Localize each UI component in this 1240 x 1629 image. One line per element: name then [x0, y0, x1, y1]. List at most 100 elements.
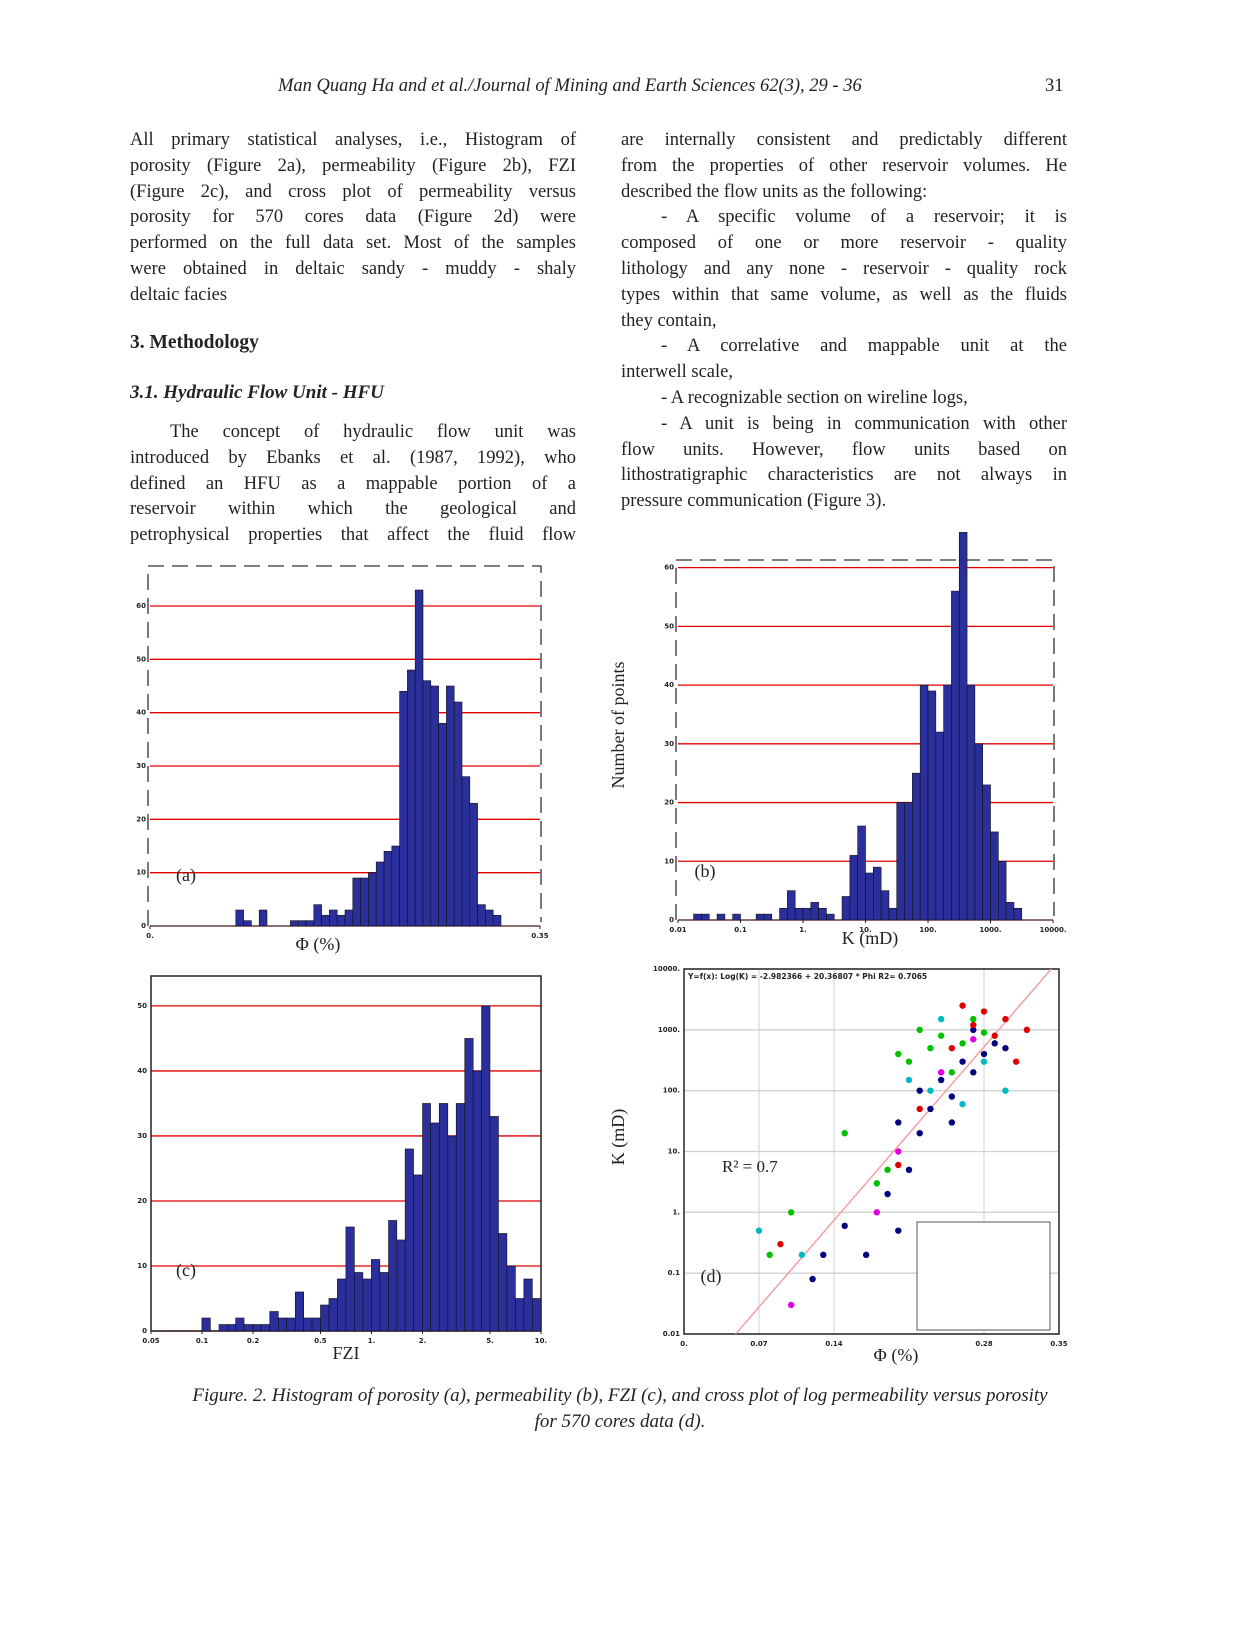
- point: [937, 1069, 945, 1076]
- text-line: lithology and any none - reservoir - qua…: [621, 259, 1067, 279]
- bar: [407, 669, 416, 927]
- bar: [506, 1265, 516, 1332]
- text-line: introduced by Ebanks et al. (1987, 1992)…: [130, 447, 576, 468]
- point: [948, 1044, 956, 1052]
- point: [916, 1129, 923, 1137]
- x-tick-label: 0.5: [314, 1337, 327, 1345]
- bar: [258, 909, 268, 927]
- x-tick-label: 1.: [368, 1337, 376, 1345]
- bar: [362, 1278, 372, 1332]
- point: [895, 1148, 902, 1155]
- point: [798, 1251, 806, 1259]
- y-tick-label: 10: [664, 857, 674, 865]
- bar: [455, 1103, 466, 1332]
- text-line: were obtained in deltaic sandy - muddy -…: [130, 259, 576, 279]
- x-tick-label: 0.35: [531, 932, 548, 940]
- bar: [345, 1226, 355, 1332]
- y-tick-label: 50: [136, 655, 146, 663]
- x-tick-label: 10.: [859, 926, 871, 934]
- point: [980, 1008, 988, 1015]
- point: [948, 1119, 956, 1126]
- point: [916, 1105, 923, 1113]
- point: [937, 1015, 945, 1023]
- y-tick-label: 30: [137, 1132, 147, 1140]
- bar: [329, 909, 338, 927]
- x-tick-label: 0.2: [247, 1337, 260, 1345]
- bar: [297, 920, 307, 927]
- bar: [787, 890, 796, 921]
- bar: [305, 920, 315, 927]
- bar: [469, 803, 478, 927]
- bar: [716, 913, 726, 921]
- y-tick-label: 40: [136, 709, 146, 717]
- bar: [998, 860, 1007, 921]
- x-tick-label: 0.1: [196, 1337, 209, 1345]
- bar: [201, 1317, 211, 1332]
- text-line: are internally consistent and predictabl…: [621, 130, 1067, 150]
- bar: [826, 913, 835, 921]
- bar: [438, 723, 447, 927]
- bar: [391, 845, 400, 927]
- point: [991, 1032, 998, 1039]
- point: [895, 1050, 902, 1058]
- point: [970, 1021, 977, 1029]
- bar: [290, 920, 299, 927]
- bar: [321, 915, 330, 927]
- bar: [413, 1174, 423, 1332]
- y-tick-label: 40: [664, 681, 674, 689]
- bar: [438, 1103, 449, 1332]
- bar: [278, 1317, 288, 1332]
- bar: [802, 907, 812, 921]
- x-axis-label: Φ (%): [296, 934, 341, 955]
- point: [980, 1029, 988, 1036]
- point: [1002, 1015, 1009, 1023]
- bar: [888, 907, 898, 921]
- bar: [344, 909, 354, 927]
- bar: [396, 1239, 406, 1332]
- text-line: All primary statistical analyses, i.e., …: [130, 130, 576, 150]
- text-line: (Figure 2c), and cross plot of permeabil…: [130, 181, 576, 202]
- section-heading: 3. Methodology: [130, 332, 259, 353]
- bar: [243, 1324, 254, 1332]
- bar: [464, 1038, 474, 1332]
- bar: [243, 920, 252, 927]
- point: [1002, 1087, 1009, 1094]
- bar: [218, 1324, 228, 1332]
- y-tick-label: 0: [142, 1327, 147, 1335]
- text-line: deltaic facies: [130, 284, 228, 305]
- x-tick-label: 1.: [799, 926, 807, 934]
- bar: [294, 1291, 304, 1332]
- bar: [260, 1324, 271, 1332]
- bar: [904, 802, 913, 921]
- point: [895, 1227, 902, 1234]
- bar: [311, 1317, 321, 1332]
- point: [991, 1040, 998, 1047]
- panel-label: (b): [695, 861, 716, 882]
- bar: [446, 685, 455, 927]
- bar: [990, 831, 999, 921]
- bar: [485, 909, 494, 927]
- bar: [422, 680, 432, 927]
- point: [787, 1301, 795, 1309]
- point: [777, 1240, 784, 1248]
- panel-frame: [683, 968, 1060, 1335]
- text-line: they contain,: [621, 310, 717, 331]
- bar: [701, 913, 710, 921]
- x-tick-label: 0.35: [1050, 1340, 1067, 1348]
- bar: [360, 877, 369, 927]
- y-tick-label: 40: [137, 1067, 147, 1075]
- y-tick-label: 10.: [668, 1148, 680, 1156]
- bar: [951, 590, 960, 921]
- point: [905, 1076, 913, 1084]
- point: [873, 1209, 881, 1216]
- bar: [794, 907, 804, 921]
- bar: [481, 1005, 491, 1332]
- bar: [810, 902, 819, 921]
- bar: [383, 851, 393, 927]
- x-tick-label: 0.14: [825, 1340, 842, 1348]
- point: [970, 1036, 977, 1043]
- y-tick-label: 50: [664, 622, 674, 630]
- bar: [235, 909, 244, 927]
